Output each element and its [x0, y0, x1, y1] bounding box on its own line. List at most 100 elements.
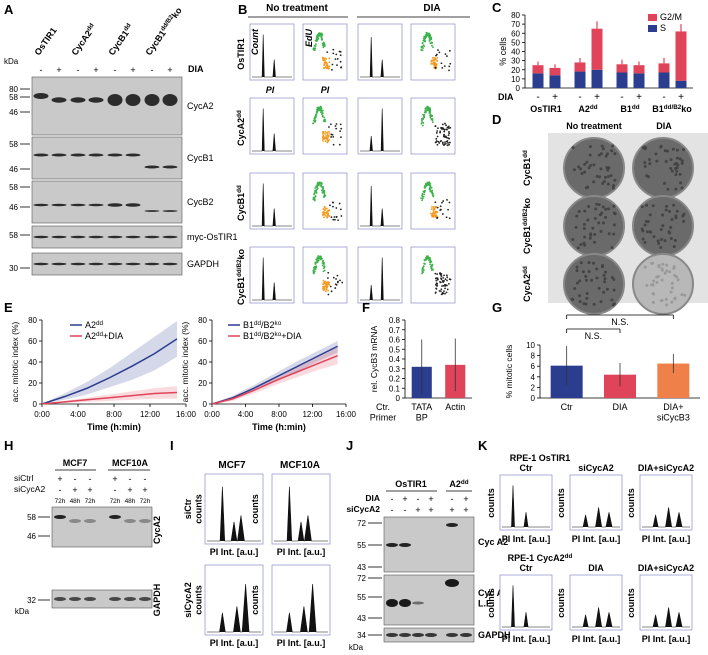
band [54, 597, 66, 601]
band [70, 97, 86, 103]
colony [669, 236, 673, 240]
dot [335, 123, 338, 125]
colony [601, 221, 605, 225]
column-label: DIA+siCycA2 [638, 463, 694, 473]
dot [428, 188, 431, 191]
legend-label: G2/M [660, 12, 682, 22]
colony [595, 202, 599, 206]
sign: + [72, 485, 77, 495]
blot-label: CycA2 [152, 516, 162, 544]
dot [324, 280, 327, 283]
dot [426, 183, 429, 185]
colony [583, 209, 587, 213]
size-marker: 46 [9, 165, 18, 174]
dot [441, 285, 443, 287]
colony [583, 170, 587, 174]
colony [680, 186, 684, 190]
group-label: B1dd [620, 104, 639, 114]
x-tick-label: 8:00 [271, 410, 287, 419]
y-tick-label: 80 [511, 11, 520, 20]
band [88, 203, 104, 207]
colony [671, 147, 675, 151]
time-label: 48h [125, 498, 136, 505]
dot [443, 144, 445, 147]
band [386, 633, 398, 637]
label: A2dd [449, 479, 468, 489]
axis-label: PI Int. [a.u.] [502, 534, 551, 544]
dot [339, 130, 342, 133]
text-line: Primer [370, 412, 397, 422]
annotation: N.S. [611, 317, 629, 327]
plot-frame [357, 97, 403, 155]
colony [645, 203, 649, 207]
colony [660, 278, 664, 282]
sign: - [417, 494, 420, 504]
dot [321, 114, 324, 117]
dot [423, 193, 426, 196]
dot [437, 140, 440, 143]
band [425, 633, 437, 637]
colony [663, 239, 667, 243]
band [107, 262, 123, 266]
dot [323, 288, 325, 291]
sign: + [127, 485, 132, 495]
dot [440, 288, 443, 291]
dot [314, 121, 316, 123]
dot [318, 183, 320, 186]
lane-label: CycB1dd [106, 22, 135, 57]
colony [669, 166, 673, 170]
superscript: dd [565, 553, 573, 560]
dot [337, 219, 339, 222]
dot [323, 269, 326, 272]
colony [611, 183, 615, 187]
plot-frame [410, 172, 456, 230]
colony [591, 226, 595, 230]
dot [423, 114, 426, 116]
dot [432, 210, 435, 212]
dot [436, 217, 438, 220]
dot [339, 50, 342, 53]
band [124, 519, 136, 523]
band [412, 633, 424, 637]
dot [448, 132, 451, 135]
dot [332, 276, 335, 279]
band [386, 599, 398, 607]
y-tick-label: 40 [28, 358, 37, 367]
colony [593, 232, 597, 236]
band [70, 235, 86, 239]
band [69, 597, 81, 601]
dot [322, 140, 324, 142]
colony [588, 236, 592, 240]
dot [323, 213, 326, 216]
dot [435, 205, 438, 208]
sign: - [451, 494, 454, 504]
colony [645, 230, 649, 234]
dot [422, 39, 425, 42]
dot [432, 56, 435, 59]
band [107, 94, 123, 106]
superscript: dd/B2 [664, 104, 682, 111]
colony [673, 238, 677, 242]
axis-label: counts [486, 588, 496, 618]
dot [445, 216, 448, 219]
dot [446, 199, 448, 201]
band [88, 235, 104, 239]
label: No treatment [266, 3, 328, 14]
dot [443, 65, 446, 68]
colony [669, 225, 673, 229]
dot [435, 282, 438, 285]
dot [448, 143, 450, 146]
colony [613, 178, 617, 182]
band [107, 235, 123, 239]
dot [327, 289, 330, 292]
colony [599, 300, 603, 304]
histogram [360, 185, 400, 227]
dot [315, 185, 317, 188]
legend-swatch [648, 14, 657, 21]
sign: + [415, 505, 420, 515]
dot [327, 293, 330, 296]
size-marker: 58 [9, 183, 18, 192]
colony [643, 240, 647, 244]
band [412, 601, 424, 605]
x-tick-label: - [662, 92, 665, 103]
